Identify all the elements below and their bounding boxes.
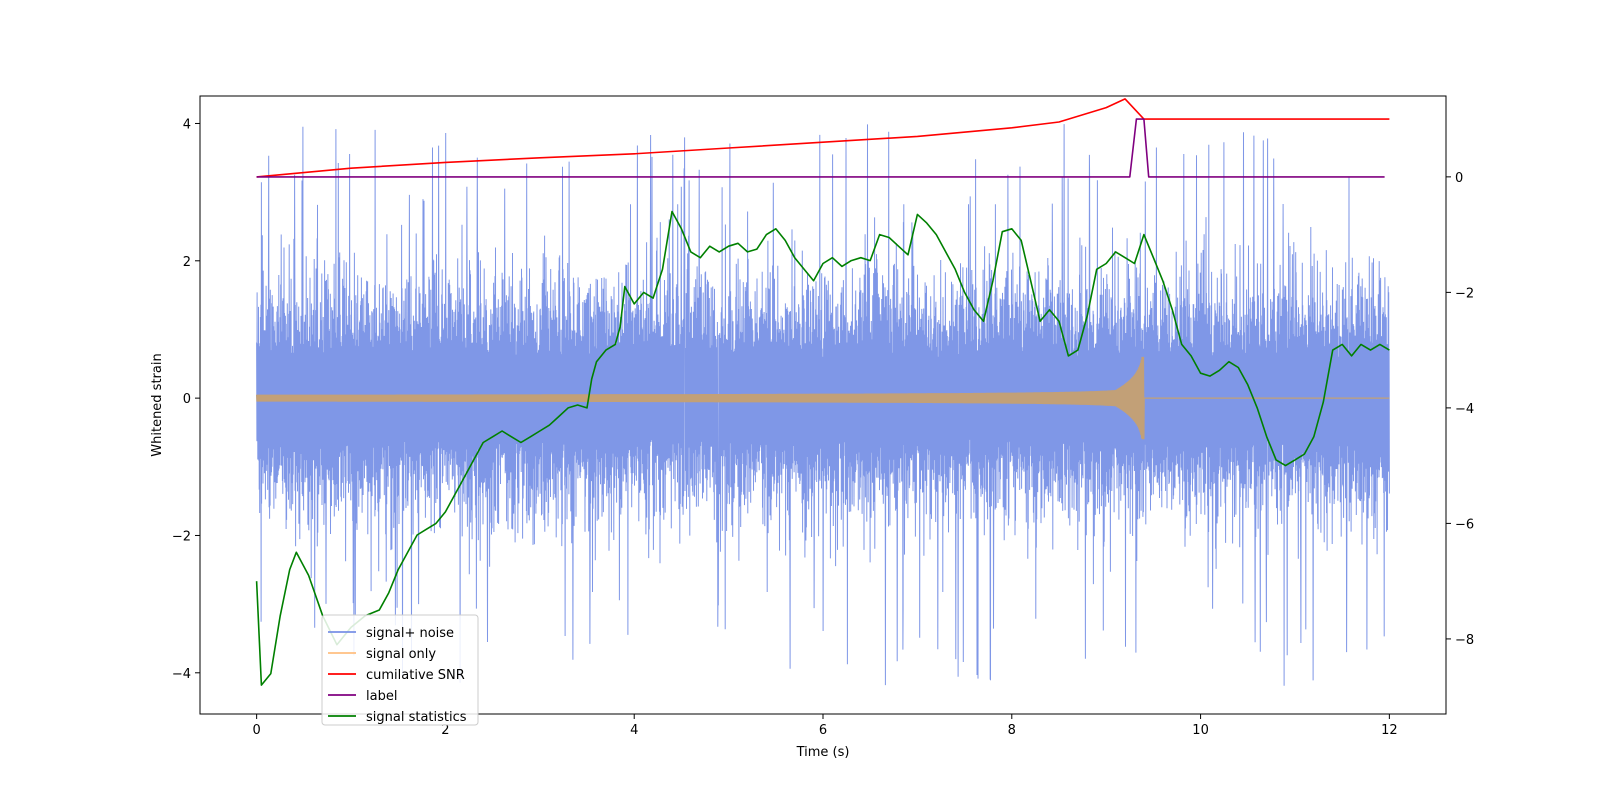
y-tick-label: −4 [172, 667, 191, 682]
legend-entry: label [366, 689, 397, 704]
y-tick-label: −2 [172, 529, 191, 544]
legend: signal+ noise signal only cumilative SNR la… [321, 614, 479, 726]
y-axis-right: −8 −6 −4 −2 0 [1446, 171, 1474, 648]
y-tick-label: 0 [183, 392, 191, 407]
y2-tick-label: −8 [1455, 633, 1474, 648]
x-tick-label: 0 [252, 723, 260, 738]
legend-entry: signal+ noise [366, 626, 454, 641]
x-axis-label: Time (s) [796, 745, 850, 760]
y-tick-label: 4 [183, 117, 191, 132]
series-signal-noise-line [256, 124, 1390, 686]
x-tick-label: 4 [630, 723, 638, 738]
y-axis-label: Whitened strain [150, 353, 165, 456]
legend-box [321, 614, 479, 726]
x-tick-label: 6 [819, 723, 827, 738]
series-cumilative-snr-line [256, 98, 1390, 178]
y2-tick-label: 0 [1455, 171, 1463, 186]
series-signal-statistics-line [255, 210, 1390, 686]
y-tick-label: 2 [183, 255, 191, 270]
x-tick-label: 10 [1192, 723, 1209, 738]
series-label-line [256, 118, 1385, 178]
series-signal-only-line [256, 356, 1390, 440]
y2-tick-label: −4 [1455, 402, 1474, 417]
x-tick-label: 12 [1381, 723, 1398, 738]
legend-entry: signal statistics [366, 710, 467, 725]
y2-tick-label: −6 [1455, 517, 1474, 532]
x-tick-label: 2 [441, 723, 449, 738]
y2-tick-label: −2 [1455, 286, 1474, 301]
y-axis-left: −4 −2 0 2 4 [172, 117, 200, 682]
x-tick-label: 8 [1008, 723, 1016, 738]
legend-entry: signal only [366, 647, 436, 662]
plot-area [255, 98, 1390, 686]
legend-entry: cumilative SNR [366, 668, 465, 683]
